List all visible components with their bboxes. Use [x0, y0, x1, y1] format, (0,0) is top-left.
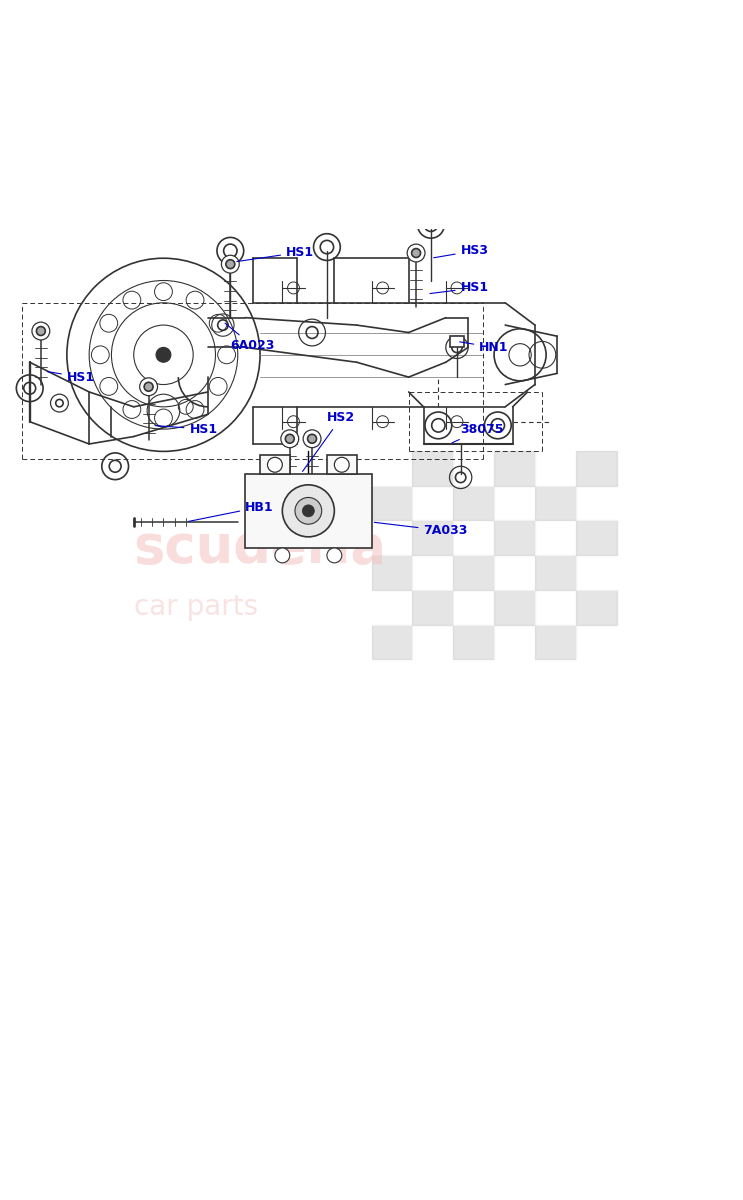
- Bar: [245, 474, 372, 548]
- Bar: [535, 590, 576, 625]
- Bar: [327, 455, 357, 474]
- Bar: [412, 521, 453, 556]
- Circle shape: [285, 434, 294, 443]
- Bar: [372, 590, 412, 625]
- Text: HS3: HS3: [434, 245, 489, 258]
- Circle shape: [32, 322, 50, 340]
- Circle shape: [221, 256, 239, 274]
- Circle shape: [334, 457, 349, 473]
- Text: 6A023: 6A023: [225, 323, 275, 353]
- Bar: [576, 486, 617, 521]
- Bar: [535, 556, 576, 590]
- Text: 7A033: 7A033: [374, 522, 468, 538]
- Bar: [372, 451, 412, 486]
- Circle shape: [267, 457, 282, 473]
- Bar: [372, 625, 412, 660]
- Bar: [494, 556, 535, 590]
- Bar: [412, 451, 453, 486]
- Bar: [453, 625, 494, 660]
- Text: HS1: HS1: [237, 246, 314, 262]
- Bar: [412, 625, 453, 660]
- Circle shape: [407, 244, 425, 262]
- Circle shape: [275, 548, 290, 563]
- Bar: [453, 486, 494, 521]
- Bar: [450, 336, 464, 347]
- Circle shape: [226, 259, 235, 269]
- Bar: [535, 451, 576, 486]
- Bar: [494, 590, 535, 625]
- Bar: [535, 521, 576, 556]
- Circle shape: [303, 430, 321, 448]
- Circle shape: [140, 378, 158, 396]
- Text: HN1: HN1: [460, 341, 509, 354]
- Circle shape: [156, 347, 171, 362]
- Bar: [494, 451, 535, 486]
- Bar: [576, 590, 617, 625]
- Circle shape: [308, 434, 317, 443]
- Bar: [412, 590, 453, 625]
- Bar: [535, 625, 576, 660]
- Circle shape: [327, 548, 342, 563]
- Circle shape: [282, 485, 334, 536]
- Bar: [372, 521, 412, 556]
- Circle shape: [412, 248, 421, 258]
- Bar: [576, 521, 617, 556]
- Text: HB1: HB1: [189, 500, 274, 522]
- Bar: [372, 556, 412, 590]
- Circle shape: [302, 505, 314, 517]
- Bar: [412, 486, 453, 521]
- Bar: [453, 556, 494, 590]
- Bar: [453, 521, 494, 556]
- Bar: [576, 556, 617, 590]
- Bar: [494, 486, 535, 521]
- Circle shape: [295, 498, 322, 524]
- Bar: [453, 590, 494, 625]
- Text: HS1: HS1: [155, 422, 218, 436]
- Circle shape: [144, 383, 153, 391]
- Text: HS2: HS2: [302, 412, 355, 472]
- Text: 38075: 38075: [452, 422, 504, 443]
- Bar: [576, 625, 617, 660]
- Circle shape: [281, 430, 299, 448]
- Bar: [453, 451, 494, 486]
- Bar: [494, 625, 535, 660]
- Text: scuderia: scuderia: [134, 522, 387, 574]
- Bar: [260, 455, 290, 474]
- Bar: [494, 521, 535, 556]
- Text: car parts: car parts: [134, 593, 258, 620]
- Bar: [576, 451, 617, 486]
- Bar: [372, 486, 412, 521]
- Text: HS1: HS1: [48, 371, 95, 384]
- Bar: [535, 486, 576, 521]
- Text: HS1: HS1: [430, 282, 489, 294]
- Circle shape: [36, 326, 45, 336]
- Bar: [412, 556, 453, 590]
